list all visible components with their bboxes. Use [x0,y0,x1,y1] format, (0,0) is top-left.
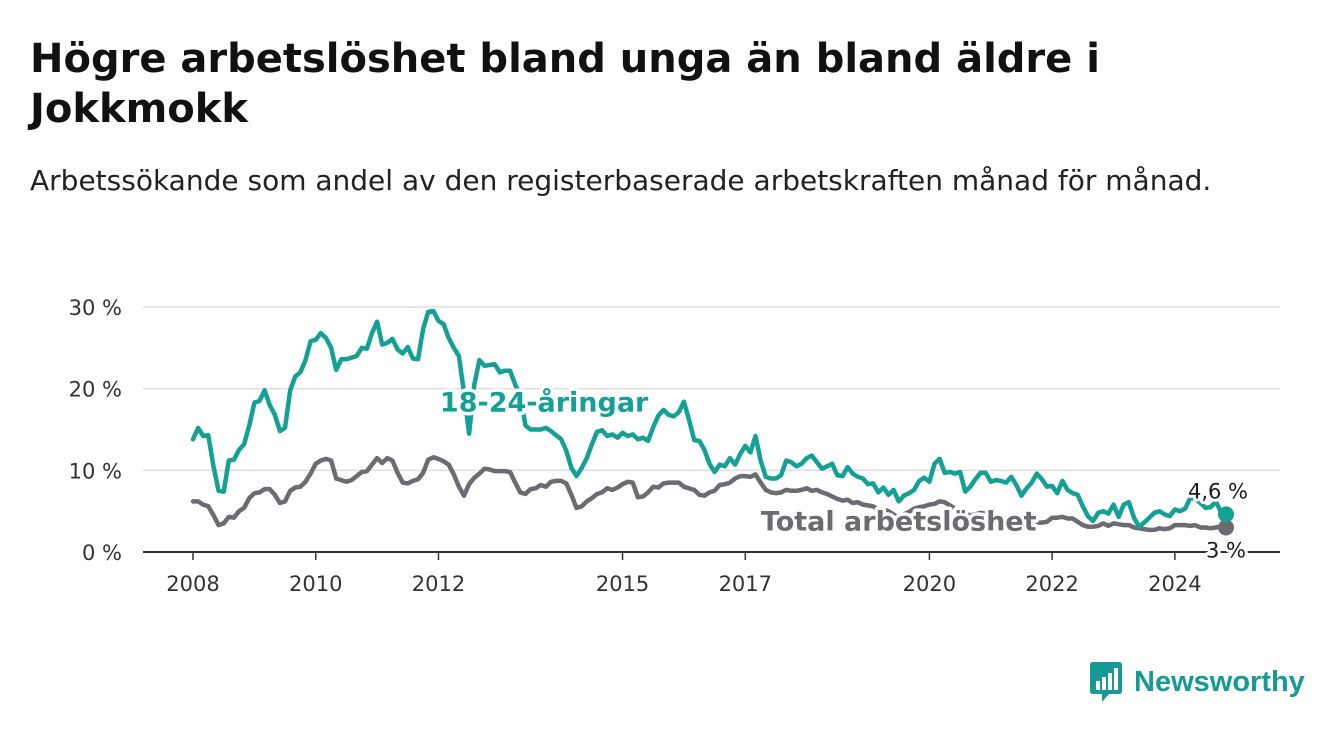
total-series-line [190,455,1229,533]
youth-end-point [1218,506,1234,523]
grid-lines [143,306,1280,472]
x-tick-label: 2017 [719,572,772,596]
total-end-label: 3 % [1206,539,1246,563]
chart-subtitle: Arbetssökande som andel av den registerb… [30,164,1212,197]
youth-end-label: 4,6 % [1188,479,1248,503]
y-tick-label: 20 % [69,378,122,402]
youth-series-label: 18-24-åringar [440,387,649,419]
newsworthy-brand: Newsworthy [1088,660,1305,704]
axes: 0 % 10 % 20 % 30 % 2008 2010 2012 2015 2017 2020 2… [69,296,1280,596]
y-tick-label: 30 % [69,296,122,320]
x-tick-label: 2020 [903,572,956,596]
total-series-label: Total arbetslöshet [761,507,1037,538]
x-tick-label: 2022 [1025,572,1078,596]
y-tick-label: 0 % [82,541,122,565]
x-tick-label: 2008 [166,572,219,596]
series-labels: 18-24-åringar 4,6 % Total arbetslöshet 3 % [436,383,1251,565]
brand-name: Newsworthy [1134,665,1305,698]
x-tick-label: 2012 [412,572,465,596]
youth-series-line [190,308,1229,529]
y-tick-label: 10 % [69,459,122,483]
chart-title: Högre arbetslöshet bland unga än bland ä… [30,36,1100,132]
x-tick-label: 2015 [596,572,649,596]
total-end-point [1218,519,1234,536]
bar-chart-logo-icon [1090,662,1122,702]
series-lines [190,308,1234,536]
line-chart: 0 % 10 % 20 % 30 % 2008 2010 2012 2015 2017 2020 2… [69,296,1280,596]
x-tick-label: 2024 [1148,572,1201,596]
x-tick-label: 2010 [289,572,342,596]
